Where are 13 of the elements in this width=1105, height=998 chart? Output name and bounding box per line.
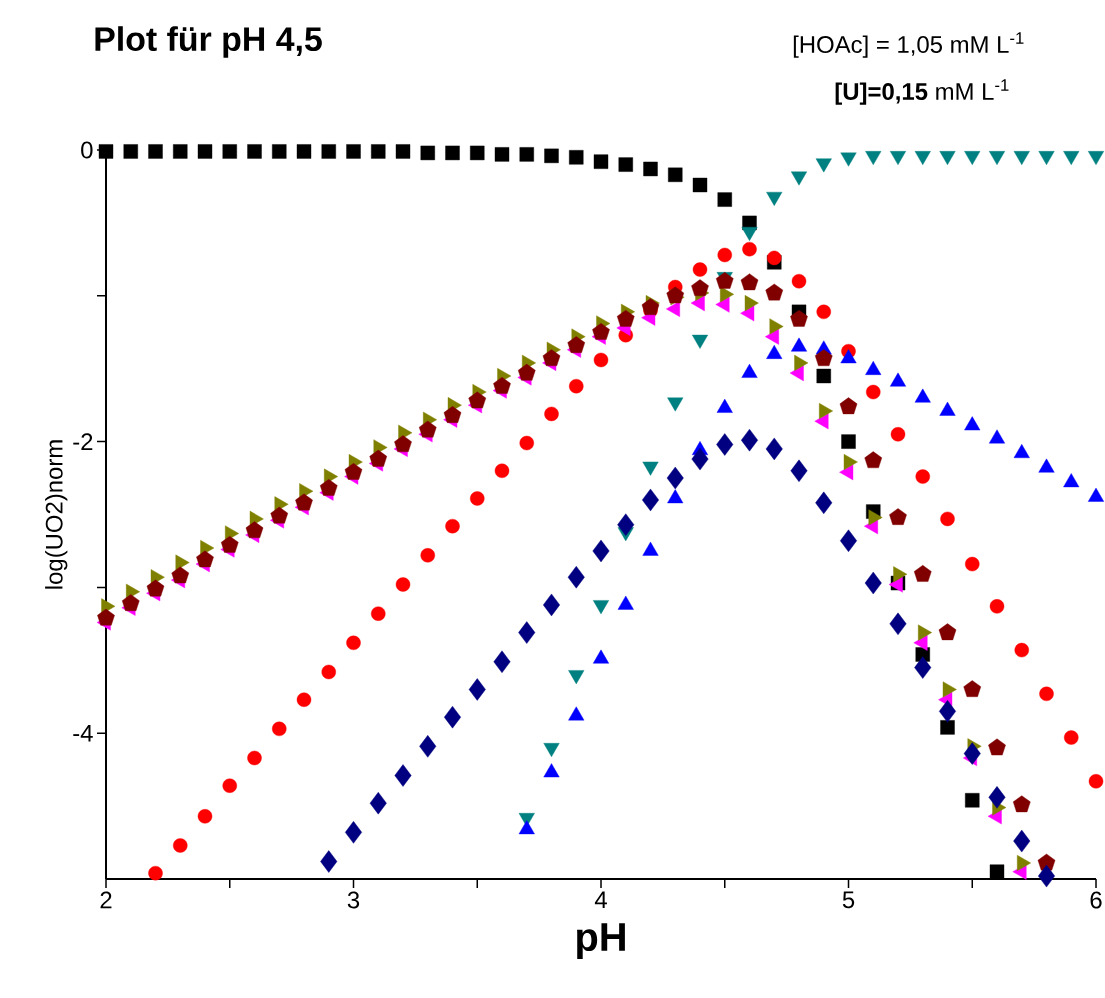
x-axis-title: pH <box>577 923 625 959</box>
y-axis-title: log(UO2)norm <box>45 440 68 589</box>
text: [HOAc] = 1,05 mM L$^{-1}$ <box>793 32 1024 58</box>
chart-title: Plot für pH 4,5 <box>95 26 322 58</box>
x-tick-label: 3 <box>347 891 360 909</box>
x-tick-label: 2 <box>100 891 112 909</box>
y-tick-label: 0 <box>81 141 93 159</box>
y-tick-label: -4 <box>73 724 93 742</box>
text: [U]=0,15 mM L$^{-1}$ <box>835 79 1009 105</box>
x-tick-label: 6 <box>1090 891 1102 909</box>
x-tick-label: 4 <box>594 891 607 908</box>
y-tick-label: -2 <box>73 433 93 450</box>
x-tick-label: 5 <box>842 891 855 909</box>
